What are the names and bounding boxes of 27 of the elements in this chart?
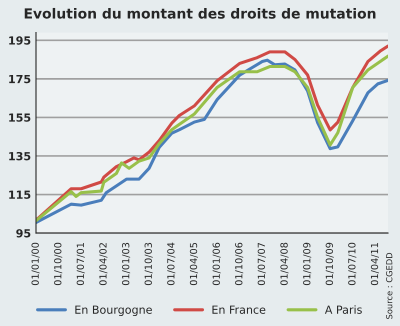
y-tick-label: 135 bbox=[9, 152, 30, 160]
x-tick-label: 01/10/09 bbox=[326, 242, 334, 286]
y-tick-label: 195 bbox=[9, 36, 30, 45]
x-tick-label: 01/04/05 bbox=[190, 242, 198, 286]
x-tick-label: 01/04/02 bbox=[99, 243, 108, 286]
y-tick-label: 175 bbox=[9, 74, 30, 84]
x-tick-label: 01/07/07 bbox=[258, 242, 266, 286]
x-tick-label: 01/04/08 bbox=[280, 242, 288, 286]
legend-label: En France bbox=[212, 306, 266, 314]
x-tick-label: 01/01/06 bbox=[212, 242, 221, 286]
x-tick-label: 01/07/04 bbox=[167, 242, 176, 286]
y-tick-label: 95 bbox=[16, 229, 30, 238]
y-tick-label: 115 bbox=[9, 190, 30, 199]
x-tick-label: 01/04/11 bbox=[370, 243, 379, 286]
x-tick-label: 01/01/09 bbox=[303, 242, 312, 286]
x-tick-label: 01/07/01 bbox=[76, 243, 85, 286]
x-tick-label: 01/07/10 bbox=[348, 242, 356, 286]
chart-title: Evolution du montant des droits de mutation bbox=[24, 8, 376, 19]
legend-label: En Bourgogne bbox=[75, 306, 152, 316]
source-note: Source : CGEDD bbox=[386, 252, 392, 319]
legend-label: A Paris bbox=[324, 305, 362, 314]
x-tick-label: 01/10/06 bbox=[235, 242, 244, 286]
x-tick-label: 01/10/00 bbox=[54, 242, 62, 286]
y-tick-label: 155 bbox=[9, 114, 30, 122]
x-tick-label: 01/01/03 bbox=[122, 242, 130, 286]
x-tick-label: 01/10/03 bbox=[144, 242, 153, 286]
x-tick-label: 01/01/00 bbox=[31, 242, 40, 286]
